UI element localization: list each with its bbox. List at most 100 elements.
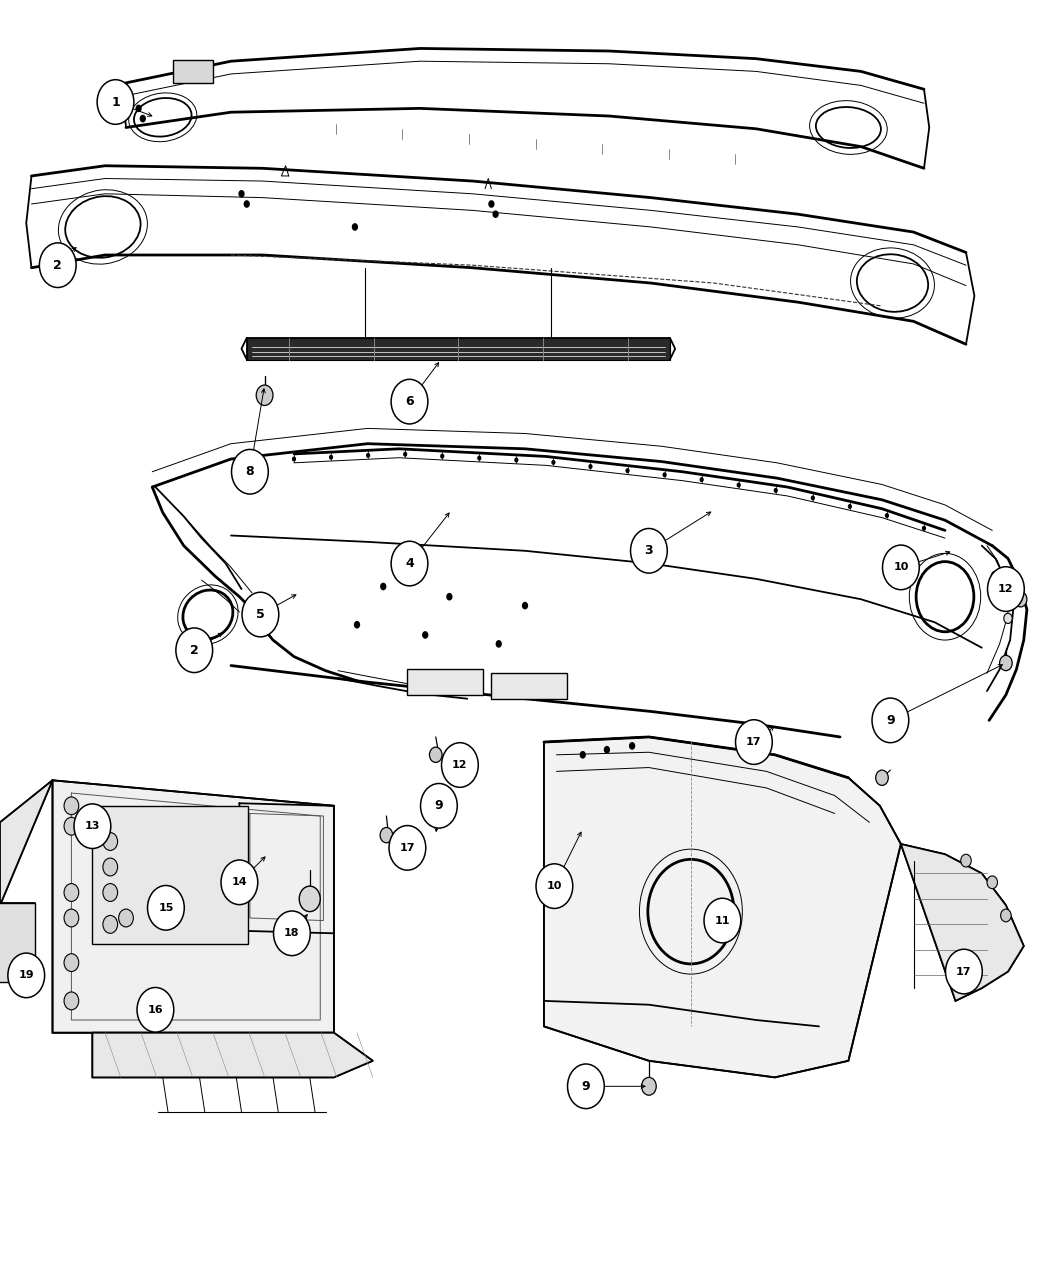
- Polygon shape: [0, 780, 52, 905]
- Circle shape: [354, 621, 360, 629]
- Circle shape: [847, 504, 852, 509]
- Circle shape: [231, 450, 269, 495]
- FancyBboxPatch shape: [173, 60, 213, 83]
- Circle shape: [103, 915, 118, 933]
- Circle shape: [299, 886, 320, 912]
- Circle shape: [447, 764, 460, 779]
- Circle shape: [329, 455, 333, 460]
- Circle shape: [140, 115, 146, 122]
- Circle shape: [536, 864, 573, 908]
- Circle shape: [514, 458, 519, 463]
- Circle shape: [64, 954, 79, 972]
- Circle shape: [885, 513, 889, 518]
- Circle shape: [97, 79, 134, 125]
- Text: 17: 17: [400, 843, 415, 853]
- Circle shape: [588, 464, 592, 469]
- Text: 5: 5: [256, 608, 265, 621]
- Text: 11: 11: [715, 915, 730, 926]
- Circle shape: [380, 827, 393, 843]
- Circle shape: [699, 477, 704, 482]
- Circle shape: [220, 861, 257, 905]
- Circle shape: [522, 602, 528, 609]
- Text: 9: 9: [435, 799, 443, 812]
- Circle shape: [663, 472, 667, 477]
- Circle shape: [74, 805, 111, 849]
- Circle shape: [446, 593, 453, 601]
- Circle shape: [1014, 592, 1027, 607]
- Circle shape: [737, 482, 741, 487]
- Circle shape: [811, 496, 815, 501]
- Circle shape: [991, 571, 1000, 581]
- Text: 8: 8: [246, 465, 254, 478]
- FancyBboxPatch shape: [0, 903, 35, 982]
- Circle shape: [441, 742, 478, 787]
- Circle shape: [477, 455, 481, 460]
- Circle shape: [380, 583, 386, 590]
- Circle shape: [987, 876, 998, 889]
- Text: 9: 9: [886, 714, 895, 727]
- Polygon shape: [52, 780, 334, 1033]
- Text: 2: 2: [54, 259, 62, 272]
- Circle shape: [391, 541, 428, 587]
- Text: 9: 9: [582, 1080, 590, 1093]
- Circle shape: [8, 954, 44, 997]
- Circle shape: [135, 105, 142, 112]
- Circle shape: [400, 848, 415, 866]
- Circle shape: [238, 190, 245, 198]
- FancyBboxPatch shape: [407, 669, 483, 695]
- Circle shape: [551, 460, 555, 465]
- Circle shape: [40, 242, 76, 288]
- Circle shape: [352, 223, 358, 231]
- Circle shape: [568, 1063, 605, 1109]
- Circle shape: [119, 909, 133, 927]
- Text: 6: 6: [405, 395, 414, 408]
- Text: 12: 12: [453, 760, 467, 770]
- Text: 12: 12: [999, 584, 1013, 594]
- Circle shape: [872, 699, 909, 742]
- Text: 10: 10: [547, 881, 562, 891]
- Text: 18: 18: [285, 928, 299, 938]
- Circle shape: [292, 456, 296, 462]
- Circle shape: [922, 525, 926, 530]
- Circle shape: [774, 488, 778, 493]
- Text: 13: 13: [85, 821, 100, 831]
- Text: 14: 14: [232, 877, 247, 887]
- Circle shape: [176, 629, 212, 673]
- Circle shape: [390, 826, 426, 870]
- FancyBboxPatch shape: [491, 673, 567, 699]
- Circle shape: [103, 884, 118, 901]
- Circle shape: [1000, 655, 1012, 671]
- Polygon shape: [247, 338, 670, 360]
- Circle shape: [136, 987, 174, 1033]
- Circle shape: [604, 746, 610, 754]
- Circle shape: [629, 742, 635, 750]
- Circle shape: [147, 885, 185, 931]
- Circle shape: [882, 544, 920, 589]
- Circle shape: [735, 719, 772, 765]
- Text: 16: 16: [148, 1005, 163, 1015]
- Circle shape: [64, 909, 79, 927]
- Circle shape: [704, 898, 741, 944]
- Circle shape: [242, 592, 278, 636]
- Circle shape: [64, 817, 79, 835]
- Circle shape: [987, 566, 1025, 612]
- Circle shape: [496, 640, 502, 648]
- Circle shape: [420, 783, 458, 829]
- Circle shape: [999, 592, 1007, 602]
- Text: 3: 3: [645, 544, 653, 557]
- Circle shape: [642, 1077, 656, 1095]
- Circle shape: [273, 910, 311, 956]
- Circle shape: [422, 631, 428, 639]
- Circle shape: [440, 454, 444, 459]
- Circle shape: [630, 529, 668, 574]
- Circle shape: [64, 992, 79, 1010]
- Circle shape: [492, 210, 499, 218]
- Circle shape: [1004, 613, 1012, 623]
- Circle shape: [429, 747, 442, 762]
- Circle shape: [626, 468, 630, 473]
- Text: 10: 10: [894, 562, 908, 572]
- Circle shape: [103, 833, 118, 850]
- Circle shape: [64, 797, 79, 815]
- Circle shape: [366, 453, 371, 458]
- Circle shape: [103, 858, 118, 876]
